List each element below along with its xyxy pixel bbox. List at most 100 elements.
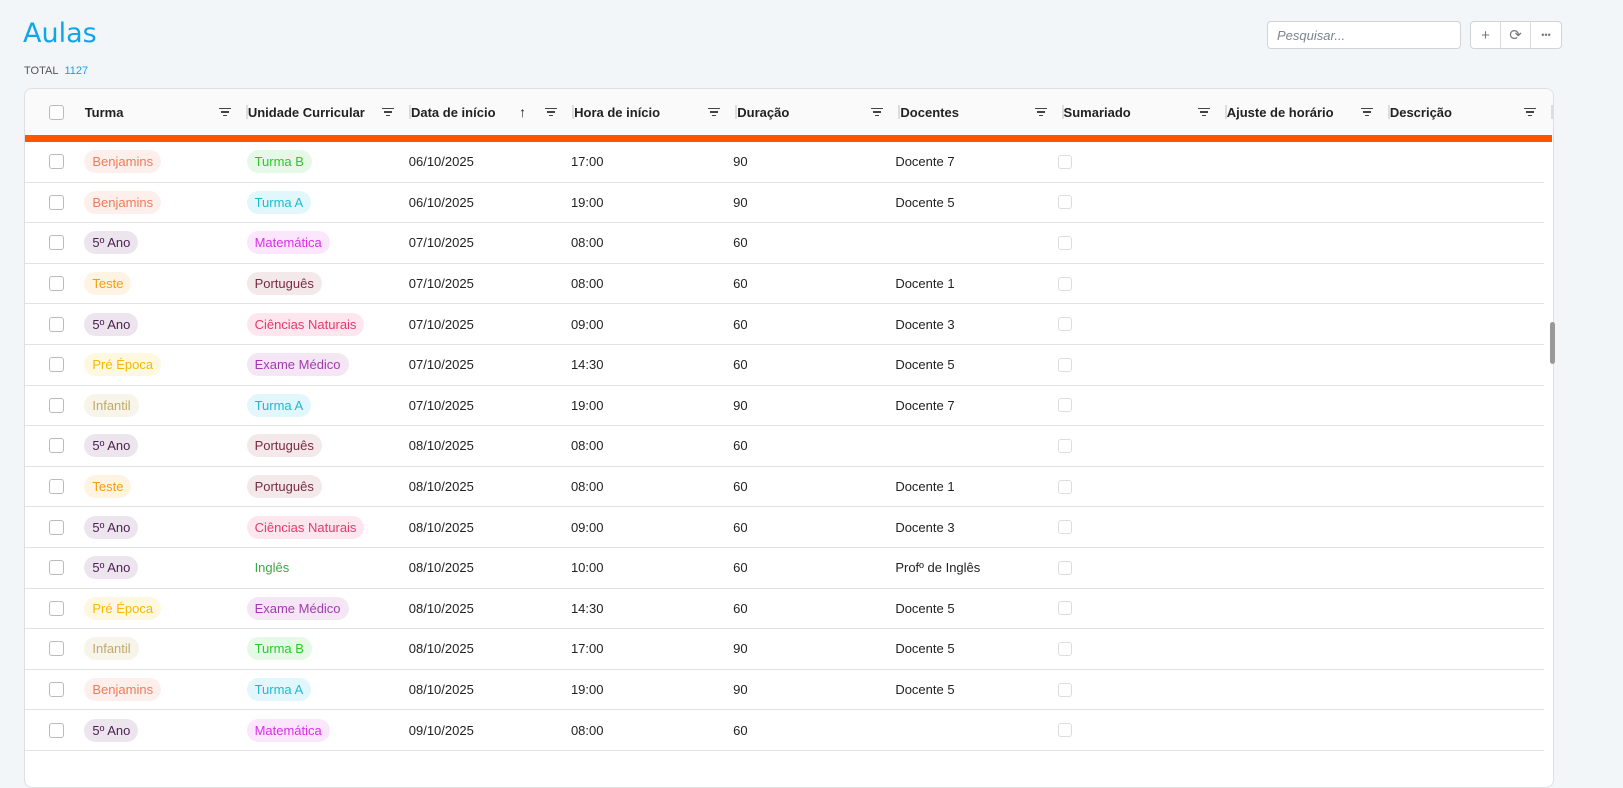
scrollbar[interactable] [1550,322,1555,364]
row-checkbox[interactable] [49,519,65,535]
table-row[interactable]: Teste Português 07/10/2025 08:00 60 Doce… [25,264,1544,305]
filter-icon[interactable] [381,107,395,117]
row-checkbox[interactable] [49,357,65,373]
column-header[interactable]: Descrição [1390,89,1553,135]
refresh-icon[interactable]: ⟳ [1501,22,1531,48]
turma-tag: 5º Ano [84,718,139,742]
row-checkbox[interactable] [49,235,65,251]
start-time: 14:30 [570,600,604,616]
teachers: Docente 3 [895,316,955,332]
start-date: 07/10/2025 [408,235,474,251]
summarized-checkbox[interactable] [1057,154,1072,169]
table-row[interactable]: 5º Ano Ciências Naturais 07/10/2025 09:0… [25,304,1544,345]
uc-tag: Turma A [246,190,312,214]
row-checkbox[interactable] [49,276,65,292]
duration: 60 [733,438,748,454]
start-time: 08:00 [570,479,604,495]
table-row[interactable]: Benjamins Turma A 08/10/2025 19:00 90 Do… [25,670,1544,711]
uc-tag: Português [246,434,322,458]
filter-icon[interactable] [1523,107,1537,117]
summarized-checkbox[interactable] [1057,195,1072,210]
row-checkbox[interactable] [49,560,65,576]
row-checkbox[interactable] [49,479,65,495]
summarized-checkbox[interactable] [1057,560,1072,575]
start-time: 08:00 [570,235,604,251]
table-row[interactable]: 5º Ano Ciências Naturais 08/10/2025 09:0… [25,507,1544,548]
table-row[interactable]: 5º Ano Português 08/10/2025 08:00 60 [25,426,1544,467]
summarized-checkbox[interactable] [1057,520,1072,535]
more-icon[interactable]: ••• [1541,30,1551,40]
filter-icon[interactable] [1034,107,1048,117]
row-checkbox[interactable] [49,154,65,170]
summarized-checkbox[interactable] [1057,357,1072,372]
column-header[interactable]: Duração [737,89,901,135]
column-header[interactable]: Data de início ↑ [411,89,575,135]
filter-icon[interactable] [218,107,232,117]
table-row[interactable]: Infantil Turma A 07/10/2025 19:00 90 Doc… [25,386,1544,427]
column-resizer[interactable] [1061,105,1064,119]
turma-tag: Pré Época [84,353,162,377]
table-row[interactable]: 5º Ano Matemática 07/10/2025 08:00 60 [25,223,1544,264]
summarized-checkbox[interactable] [1057,438,1072,453]
teachers: Docente 5 [895,194,955,210]
filter-icon[interactable] [707,107,721,117]
column-header[interactable]: Turma [85,89,248,135]
uc-tag: Turma B [246,150,312,174]
row-checkbox[interactable] [49,722,65,738]
uc-tag: Ciências Naturais [246,515,365,539]
column-resizer[interactable] [408,105,411,119]
column-resizer[interactable] [735,105,738,119]
table-row[interactable]: Pré Época Exame Médico 07/10/2025 14:30 … [25,345,1544,386]
filter-icon[interactable] [870,107,884,117]
search-input[interactable] [1267,21,1461,49]
column-header[interactable]: Hora de início [574,89,738,135]
summarized-checkbox[interactable] [1057,723,1072,738]
summarized-checkbox[interactable] [1057,317,1072,332]
summarized-checkbox[interactable] [1057,479,1072,494]
duration: 60 [733,276,748,292]
row-checkbox[interactable] [49,397,65,413]
start-date: 07/10/2025 [408,316,474,332]
filter-icon[interactable] [1197,107,1211,117]
column-resizer[interactable] [245,105,248,119]
filter-icon[interactable] [544,107,558,117]
summarized-checkbox[interactable] [1057,235,1072,250]
row-checkbox[interactable] [49,600,65,616]
start-date: 08/10/2025 [408,641,474,657]
column-header[interactable]: Sumariado [1064,89,1227,135]
column-resizer[interactable] [1387,105,1390,119]
summarized-checkbox[interactable] [1057,276,1072,291]
row-checkbox[interactable] [49,194,65,210]
summarized-checkbox[interactable] [1057,682,1072,697]
column-header[interactable]: Unidade Curricular [248,89,411,135]
column-header[interactable]: Docentes [900,89,1064,135]
turma-tag: Benjamins [84,678,162,702]
column-resizer[interactable] [572,105,575,119]
table-row[interactable]: Infantil Turma B 08/10/2025 17:00 90 Doc… [25,629,1544,670]
add-icon[interactable]: + [1471,22,1501,48]
table-row[interactable]: Pré Época Exame Médico 08/10/2025 14:30 … [25,589,1544,630]
column-resizer[interactable] [1224,105,1227,119]
row-checkbox[interactable] [49,316,65,332]
loading-bar [25,135,1552,142]
row-checkbox[interactable] [49,641,65,657]
select-all-checkbox[interactable] [49,104,65,120]
row-checkbox[interactable] [49,682,65,698]
summarized-checkbox[interactable] [1057,641,1072,656]
table-row[interactable]: 5º Ano Matemática 09/10/2025 08:00 60 [25,710,1544,751]
row-checkbox[interactable] [49,438,65,454]
table-row[interactable]: 5º Ano Inglês 08/10/2025 10:00 60 Profº … [25,548,1544,589]
column-resizer[interactable] [898,105,901,119]
teachers: Profº de Inglês [895,560,981,576]
summarized-checkbox[interactable] [1057,601,1072,616]
table-row[interactable]: Benjamins Turma B 06/10/2025 17:00 90 Do… [25,142,1544,183]
table-row[interactable]: Teste Português 08/10/2025 08:00 60 Doce… [25,467,1544,508]
column-resizer[interactable] [1550,105,1553,119]
column-header[interactable]: Ajuste de horário [1227,89,1390,135]
sort-asc-icon[interactable]: ↑ [519,104,527,120]
column-label: Ajuste de horário [1226,104,1334,120]
summarized-checkbox[interactable] [1057,398,1072,413]
table-row[interactable]: Benjamins Turma A 06/10/2025 19:00 90 Do… [25,183,1544,224]
filter-icon[interactable] [1360,107,1374,117]
duration: 60 [733,560,748,576]
